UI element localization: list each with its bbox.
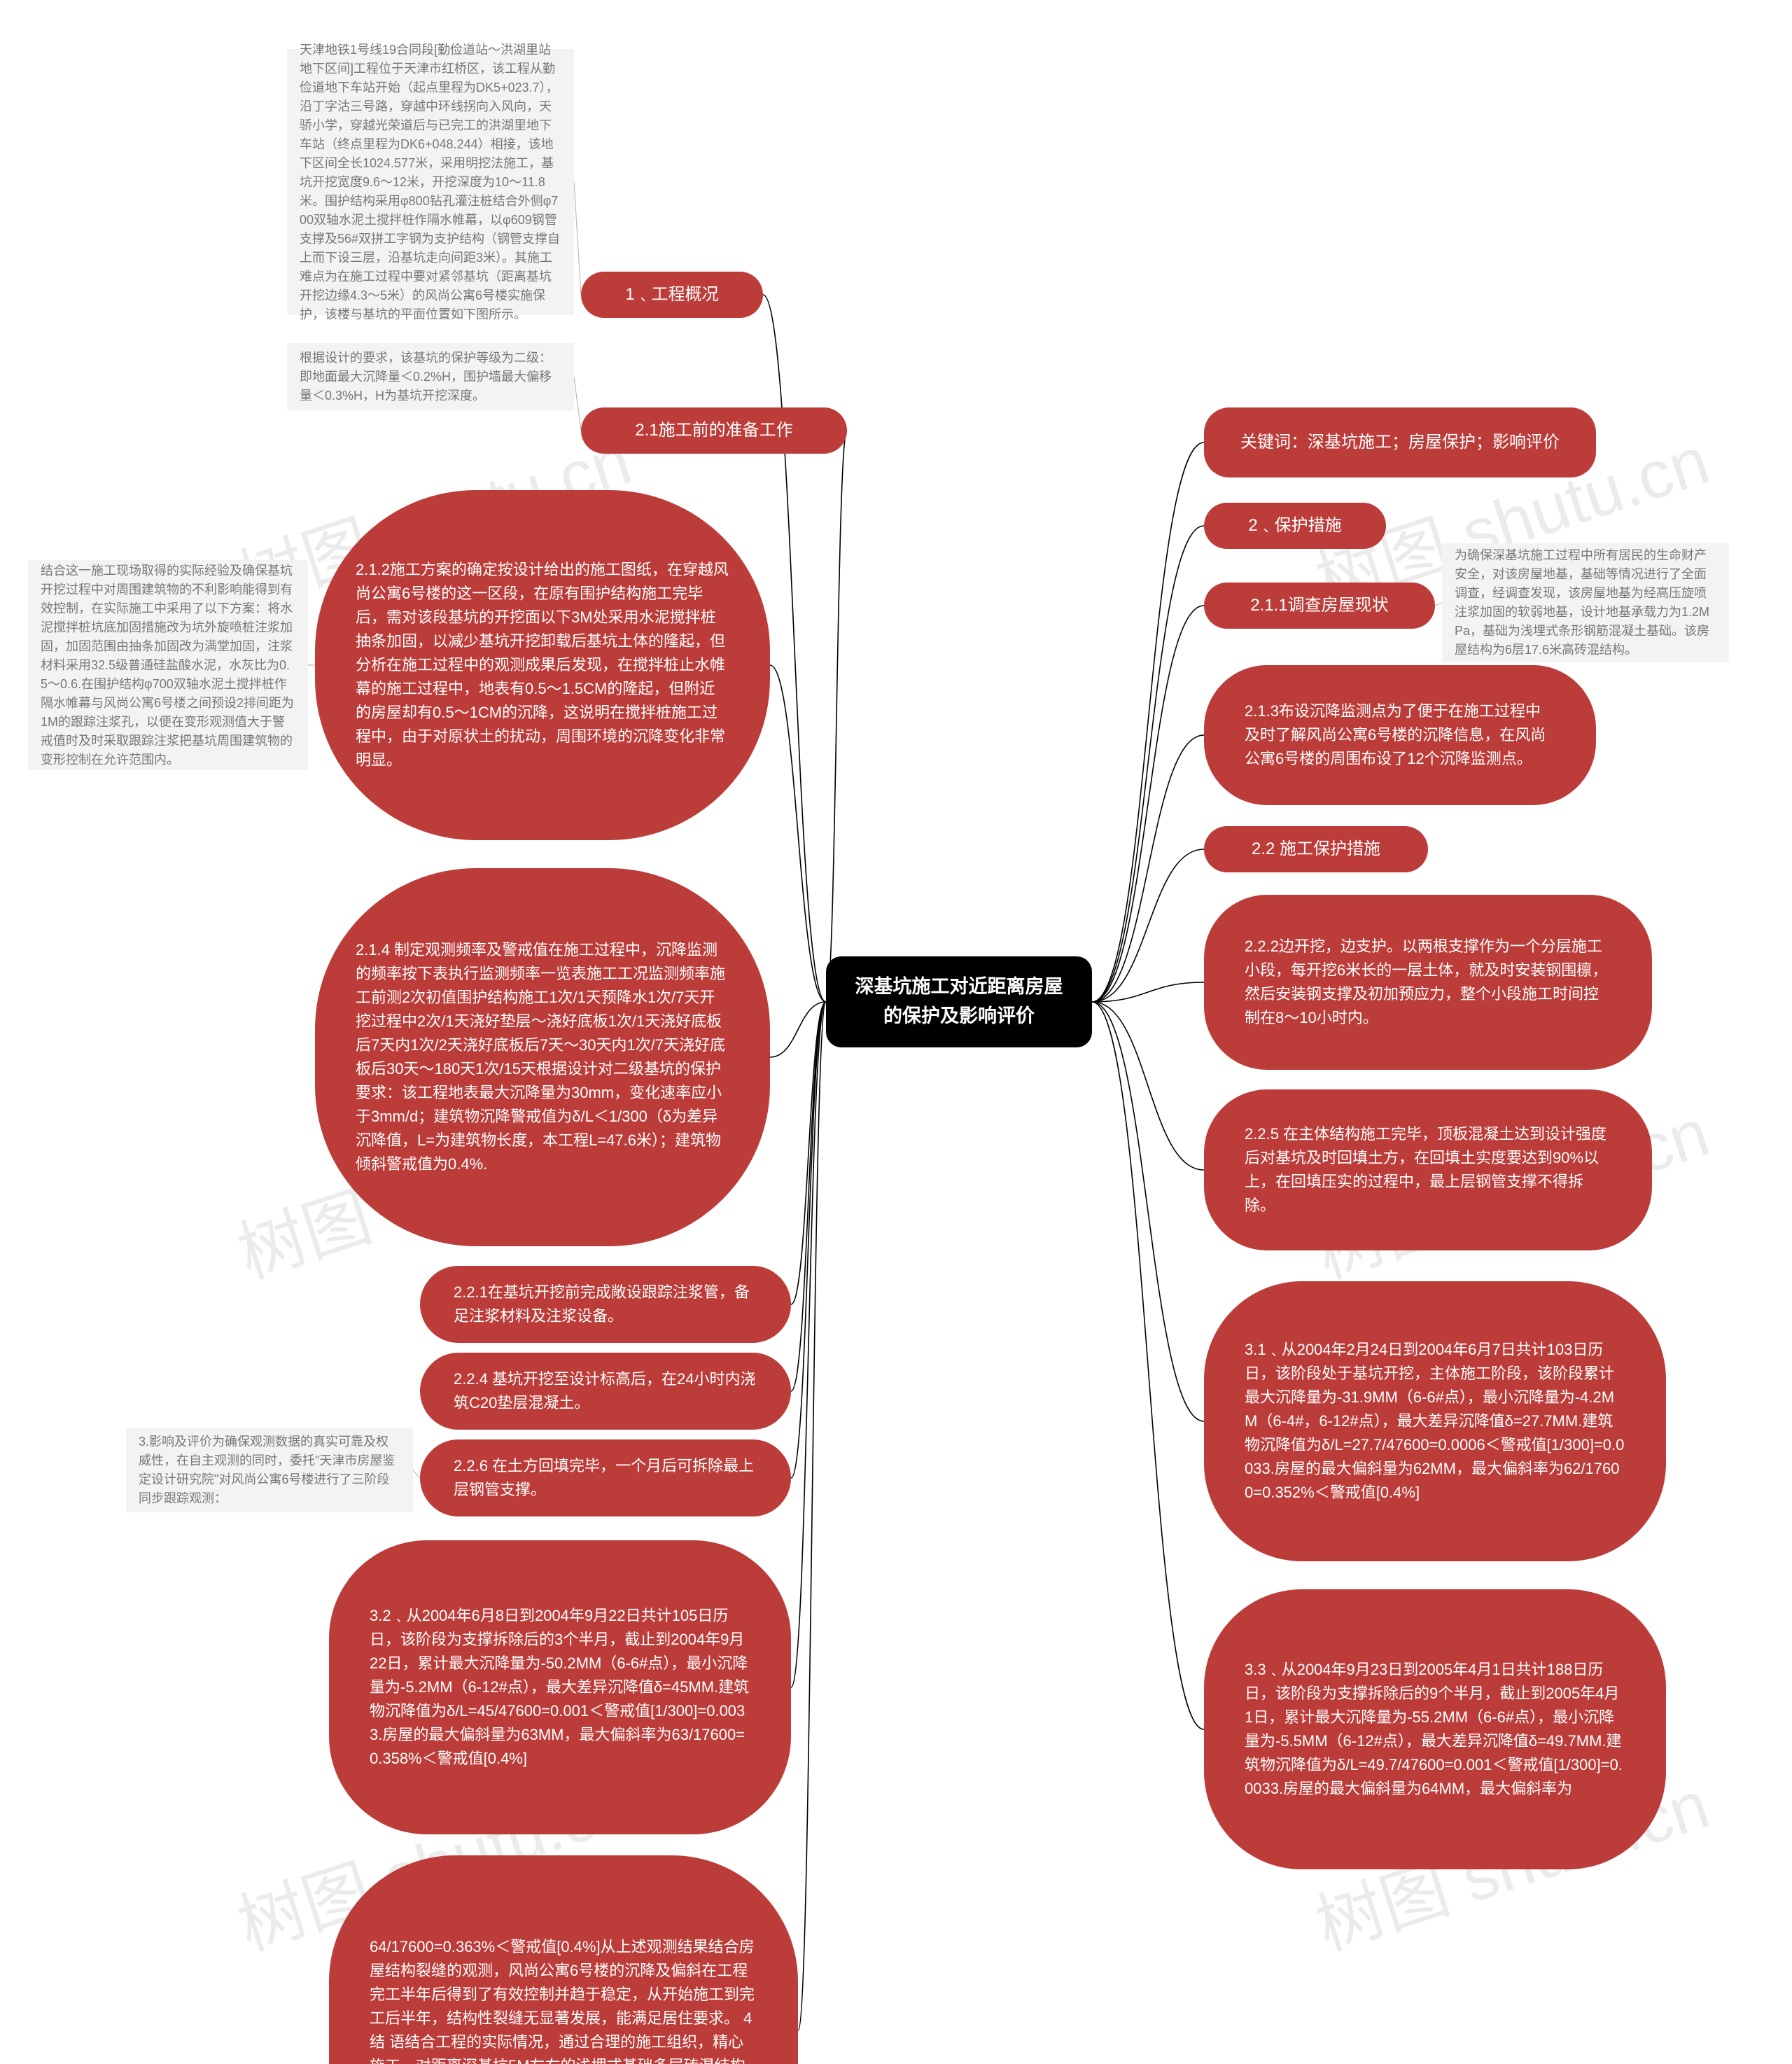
center-node[interactable]: 深基坑施工对近距离房屋的保护及影响评价	[826, 956, 1092, 1047]
edge	[791, 1002, 826, 1304]
mindmap-node[interactable]: 2.2.2边开挖，边支护。以两根支撑作为一个分层施工小段，每开挖6米长的一层土体…	[1204, 895, 1652, 1070]
annotation-note: 结合这一施工现场取得的实际经验及确保基坑开挖过程中对周围建筑物的不利影响能得到有…	[28, 560, 308, 770]
mindmap-node[interactable]: 3.1﹑从2004年2月24日到2004年6月7日共计103日历日，该阶段处于基…	[1204, 1281, 1666, 1561]
mindmap-node[interactable]: 2.1.2施工方案的确定按设计给出的施工图纸，在穿越风尚公寓6号楼的这一区段，在…	[315, 490, 770, 840]
edge	[1092, 982, 1204, 1002]
edge	[770, 1002, 826, 1057]
edge	[1092, 735, 1204, 1002]
annotation-note: 天津地铁1号线19合同段[勤俭道站～洪湖里站地下区间]工程位于天津市红桥区，该工…	[287, 49, 574, 315]
edge	[1092, 1002, 1204, 1421]
mindmap-node[interactable]: 64/17600=0.363%＜警戒值[0.4%]从上述观测结果结合房屋结构裂缝…	[329, 1855, 798, 2064]
mindmap-node[interactable]: 2.2.6 在土方回填完毕，一个月后可拆除最上层钢管支撑。	[420, 1439, 791, 1516]
edge	[1092, 442, 1204, 1002]
mindmap-node[interactable]: 2.2.1在基坑开挖前完成敞设跟踪注浆管，备足注浆材料及注浆设备。	[420, 1266, 791, 1343]
edge	[1092, 849, 1204, 1002]
edge	[826, 431, 847, 1002]
edge	[1092, 606, 1204, 1002]
note-connector	[574, 182, 581, 295]
edge	[1092, 526, 1204, 1002]
mindmap-node[interactable]: 2.2 施工保护措施	[1204, 826, 1428, 872]
mindmap-node[interactable]: 2.1施工前的准备工作	[581, 407, 847, 454]
mindmap-node[interactable]: 3.3﹑从2004年9月23日到2005年4月1日共计188日历日，该阶段为支撑…	[1204, 1589, 1666, 1869]
note-connector	[413, 1470, 420, 1478]
mindmap-node[interactable]: 1﹑工程概况	[581, 272, 763, 318]
mindmap-canvas: 树图 shutu.cn树图 shutu.cn树图 shutu.cn树图 shut…	[0, 0, 1792, 2064]
note-connector	[574, 377, 581, 431]
edge	[763, 295, 826, 1002]
mindmap-node[interactable]: 2﹑保护措施	[1204, 503, 1386, 549]
edge	[791, 1002, 826, 1478]
edge	[791, 1002, 826, 1391]
mindmap-node[interactable]: 2.1.3布设沉降监测点为了便于在施工过程中及时了解风尚公寓6号楼的沉降信息，在…	[1204, 665, 1596, 805]
edge	[1092, 1002, 1204, 1729]
mindmap-node[interactable]: 2.2.4 基坑开挖至设计标高后，在24小时内浇筑C20垫层混凝土。	[420, 1353, 791, 1430]
annotation-note: 根据设计的要求，该基坑的保护等级为二级：即地面最大沉降量＜0.2%H，围护墙最大…	[287, 343, 574, 410]
edge	[791, 1002, 826, 1687]
edge	[798, 1002, 826, 2030]
annotation-note: 3.影响及评价为确保观测数据的真实可靠及权威性，在自主观测的同时，委托"天津市房…	[126, 1428, 413, 1512]
mindmap-node[interactable]: 2.2.5 在主体结构施工完毕，顶板混凝土达到设计强度后对基坑及时回填土方，在回…	[1204, 1089, 1652, 1250]
edge	[1092, 1002, 1204, 1170]
mindmap-node[interactable]: 3.2﹑从2004年6月8日到2004年9月22日共计105日历日，该阶段为支撑…	[329, 1540, 791, 1834]
note-connector	[1435, 603, 1442, 606]
annotation-note: 为确保深基坑施工过程中所有居民的生命财产安全，对该房屋地基，基础等情况进行了全面…	[1442, 543, 1729, 662]
mindmap-node[interactable]: 2.1.4 制定观测频率及警戒值在施工过程中，沉降监测的频率按下表执行监测频率一…	[315, 868, 770, 1246]
mindmap-node[interactable]: 2.1.1调查房屋现状	[1204, 583, 1435, 629]
mindmap-node[interactable]: 关键词：深基坑施工；房屋保护；影响评价	[1204, 407, 1596, 477]
edge	[770, 665, 826, 1002]
